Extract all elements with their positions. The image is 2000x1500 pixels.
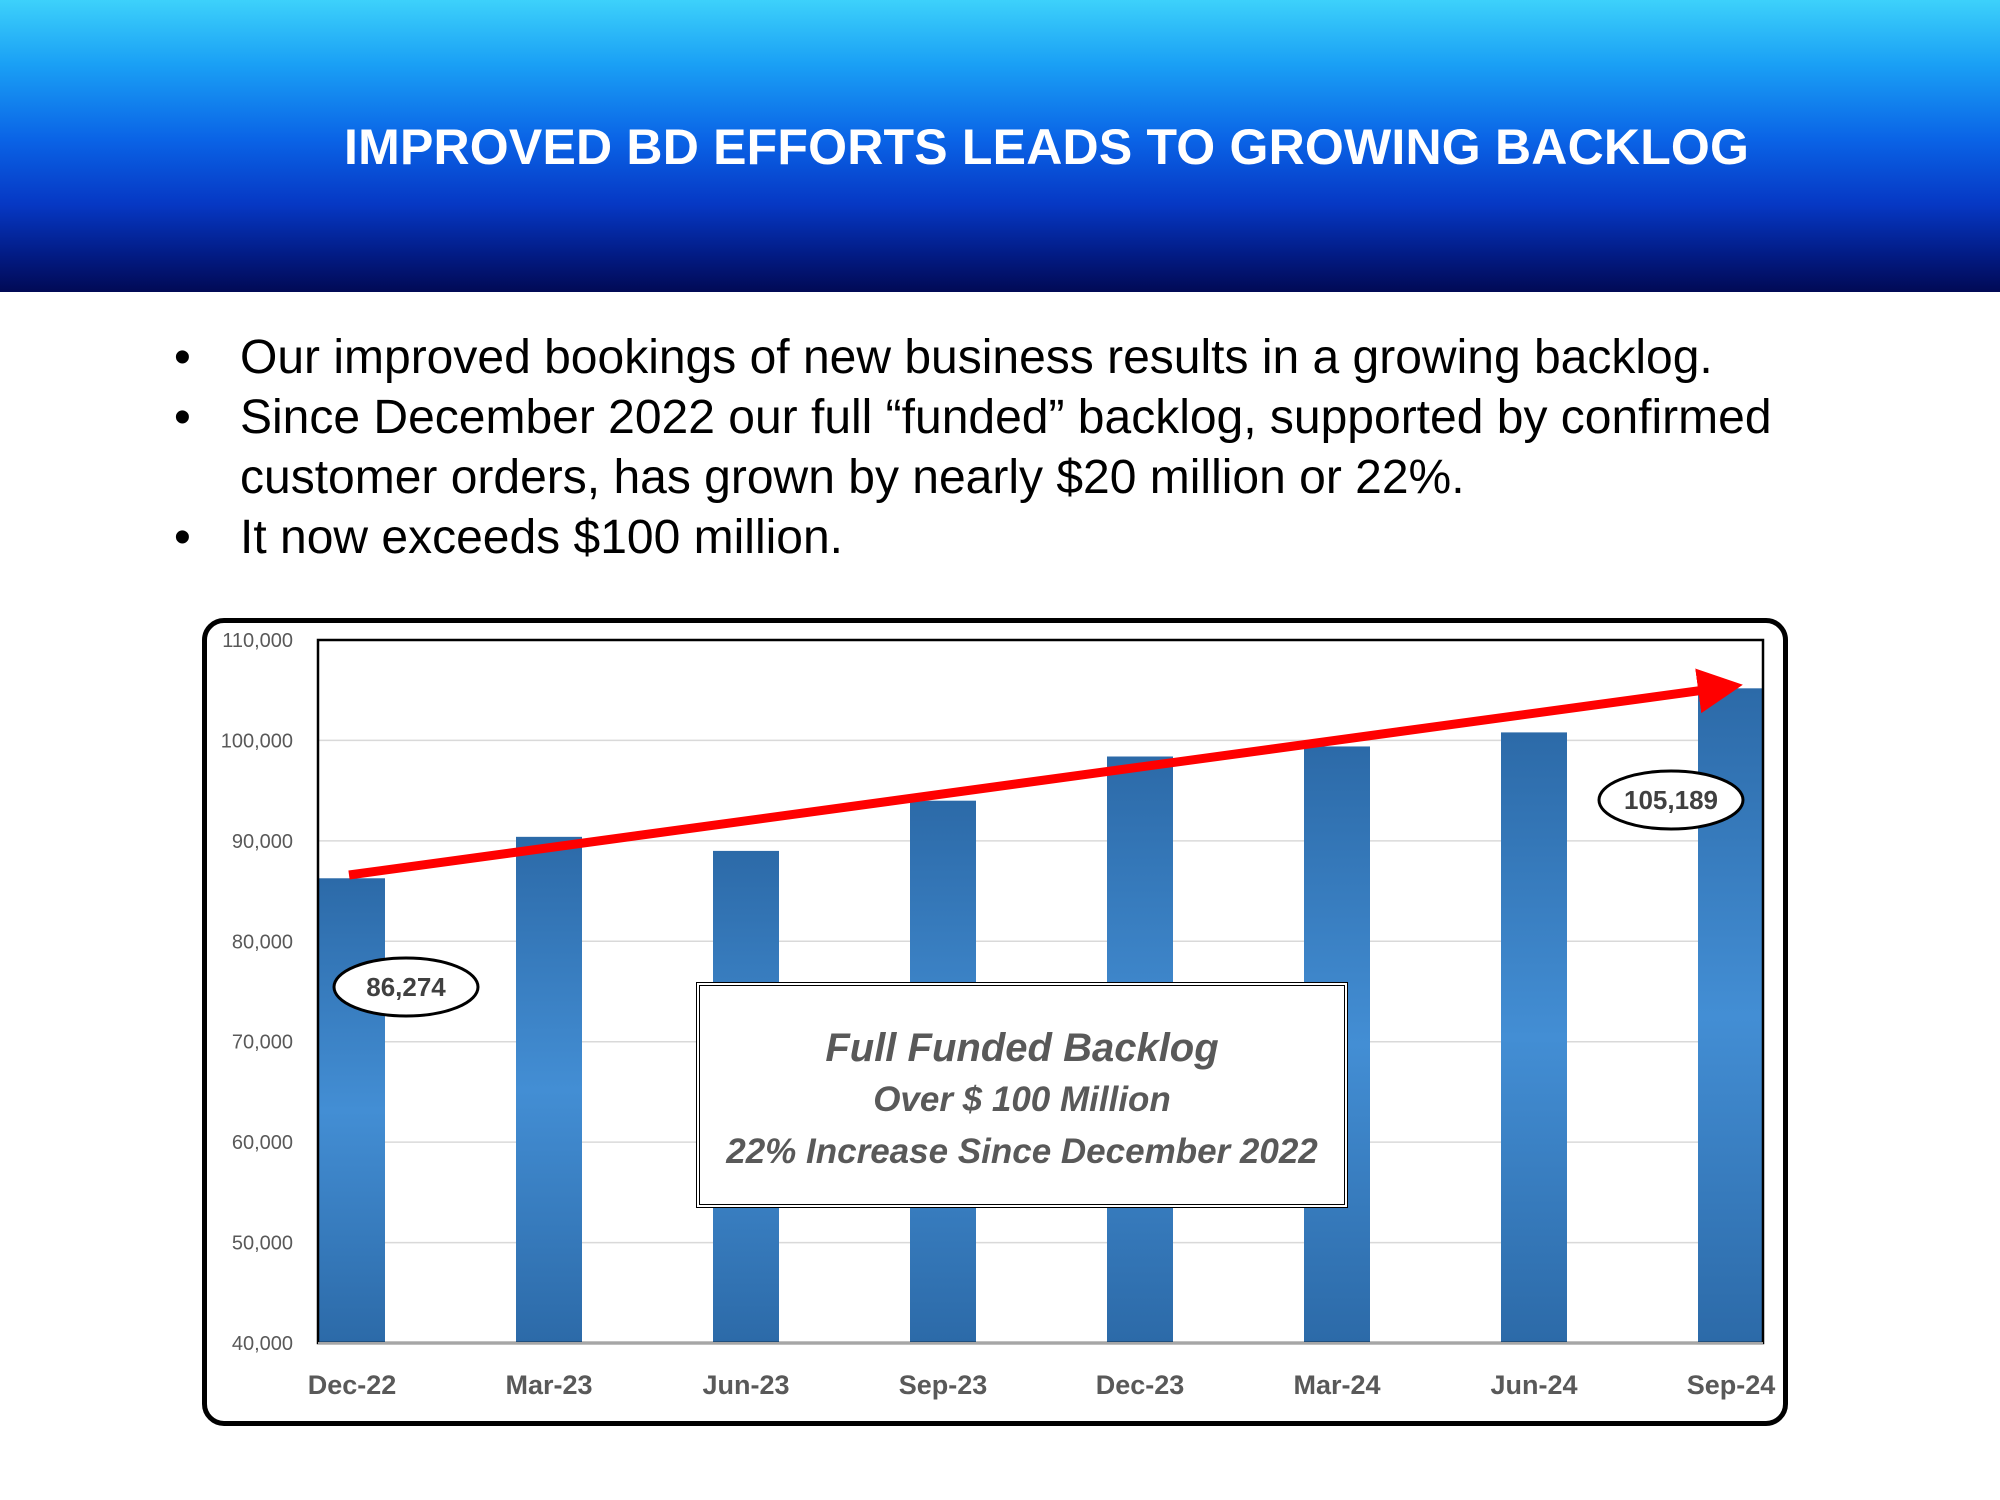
x-tick-label: Dec-22: [308, 1370, 397, 1400]
y-tick-label: 60,000: [232, 1132, 293, 1154]
value-callout-label: 105,189: [1624, 785, 1718, 815]
annotation-line-2: Over $ 100 Million: [873, 1080, 1171, 1119]
trend-arrow: [348, 668, 1743, 880]
y-tick-label: 80,000: [232, 931, 293, 953]
bullet-dot: •: [174, 331, 191, 384]
bar: [1501, 732, 1567, 1343]
bullet-dot: •: [174, 391, 191, 444]
x-tick-label: Dec-23: [1096, 1370, 1185, 1400]
header-banner: IMPROVED BD EFFORTS LEADS TO GROWING BAC…: [0, 0, 2000, 292]
x-tick-label: Mar-24: [1293, 1370, 1380, 1400]
bullet-text: Our improved bookings of new business re…: [240, 331, 1713, 384]
annotation-line-3: 22% Increase Since December 2022: [726, 1132, 1318, 1171]
bullet-item: • Our improved bookings of new business …: [170, 328, 1890, 388]
y-tick-label: 110,000: [222, 630, 293, 652]
x-tick-label: Sep-23: [899, 1370, 988, 1400]
annotation-line-1: Full Funded Backlog: [825, 1026, 1219, 1070]
x-tick-label: Jun-23: [702, 1370, 789, 1400]
bullet-item: • Since December 2022 our full “funded” …: [170, 388, 1890, 508]
y-tick-label: 100,000: [221, 730, 293, 752]
value-callout: [332, 956, 480, 1018]
page-title: IMPROVED BD EFFORTS LEADS TO GROWING BAC…: [344, 119, 1750, 175]
y-tick-label: 70,000: [232, 1032, 293, 1054]
y-tick-label: 50,000: [232, 1233, 293, 1255]
bullet-dot: •: [174, 511, 191, 564]
annotation-box: Full Funded Backlog Over $ 100 Million 2…: [696, 982, 1348, 1208]
bar: [516, 836, 582, 1343]
y-tick-label: 90,000: [232, 831, 293, 853]
x-tick-label: Sep-24: [1687, 1370, 1776, 1400]
bullet-text: It now exceeds $100 million.: [240, 511, 843, 564]
x-tick-label: Jun-24: [1490, 1370, 1577, 1400]
value-callout-label: 86,274: [366, 972, 446, 1002]
y-tick-label: 40,000: [232, 1333, 293, 1355]
value-callout: [1597, 769, 1745, 831]
bullet-text: Since December 2022 our full “funded” ba…: [240, 391, 1772, 504]
x-tick-label: Mar-23: [505, 1370, 592, 1400]
bullet-item: • It now exceeds $100 million.: [170, 508, 1890, 568]
bar: [319, 878, 385, 1343]
bullet-list: • Our improved bookings of new business …: [170, 328, 1890, 568]
